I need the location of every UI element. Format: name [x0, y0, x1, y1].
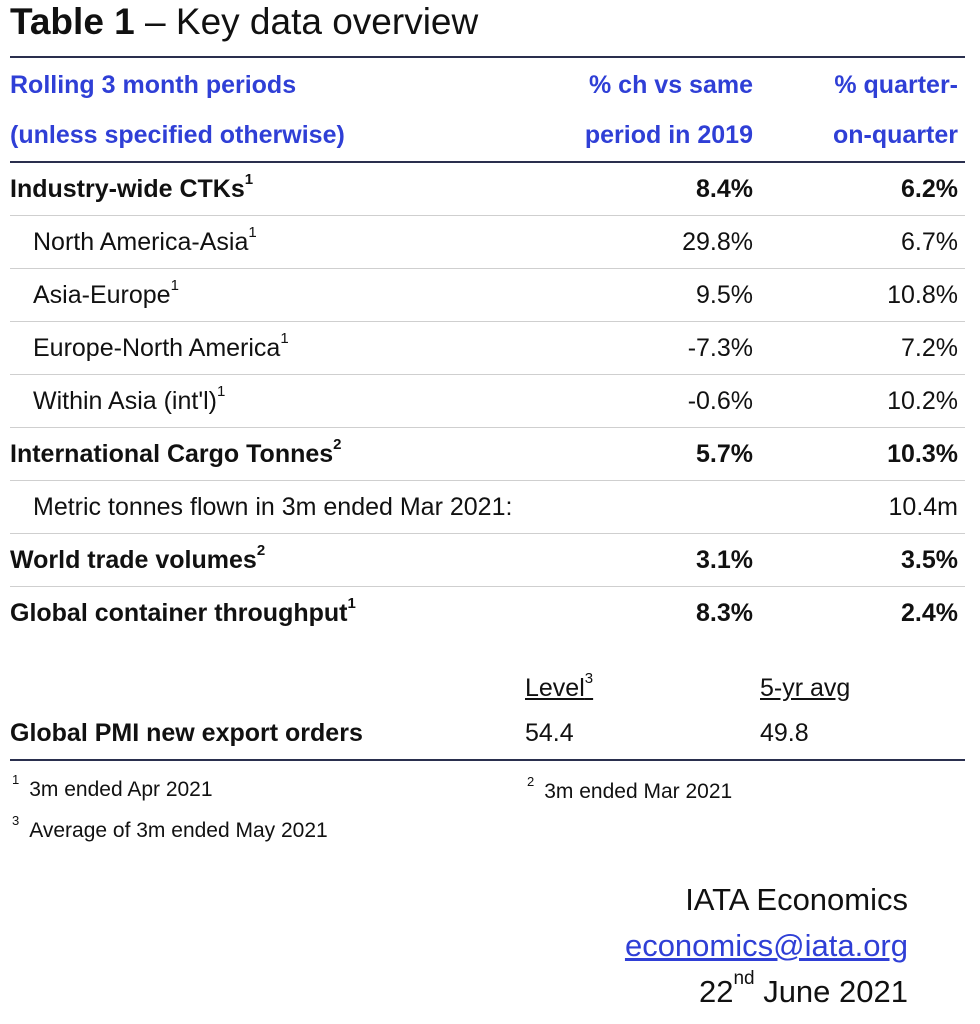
table-row-within-asia: Within Asia (int'l)1 -0.6% 10.2%: [10, 374, 965, 428]
key-data-table: Rolling 3 month periods (unless specified…: [10, 56, 965, 761]
table-row-metric-tonnes: Metric tonnes flown in 3m ended Mar 2021…: [10, 480, 965, 534]
row-value-vs-2019: -0.6%: [525, 374, 760, 428]
footnote-3: 3 Average of 3m ended May 2021: [12, 813, 328, 842]
row-label: Metric tonnes flown in 3m ended Mar 2021…: [10, 480, 760, 534]
row-value-vs-2019: 8.3%: [696, 598, 753, 627]
footnote-ref: 1: [280, 329, 289, 347]
signature-date: 22nd June 2021: [698, 968, 908, 1009]
table-row-north-america-asia: North America-Asia1 29.8% 6.7%: [10, 215, 965, 269]
row-value-vs-2019: 29.8%: [525, 215, 760, 269]
row-value-qoq: 10.2%: [760, 374, 965, 428]
row-label: Global PMI new export orders: [10, 707, 525, 761]
row-label: Industry-wide CTKs: [10, 174, 245, 203]
footnote-ref: 1: [347, 594, 356, 612]
row-value-qoq: 6.7%: [760, 215, 965, 269]
table-row-container-throughput: Global container throughput1 8.3% 2.4%: [10, 587, 965, 640]
table-number: Table 1: [10, 1, 135, 42]
row-value-qoq: 6.2%: [760, 162, 965, 216]
table-row-world-trade-volumes: World trade volumes2 3.1% 3.5%: [10, 533, 965, 587]
row-label: Global container throughput: [10, 598, 348, 627]
signature-org: IATA Economics: [685, 882, 908, 917]
table-title: Table 1 – Key data overview: [10, 0, 478, 46]
table-row-global-pmi: Global PMI new export orders 54.4 49.8: [10, 707, 965, 761]
footnote-1: 1 3m ended Apr 2021: [12, 772, 213, 801]
row-value-qoq: 2.4%: [901, 598, 958, 627]
row-label: Within Asia (int'l): [33, 386, 217, 415]
footnote-ref: 1: [170, 276, 179, 294]
subheader-5yr-avg: 5-yr avg: [760, 674, 851, 702]
row-value-vs-2019: 5.7%: [525, 427, 760, 481]
footnote-ref: 1: [216, 382, 226, 400]
row-value-vs-2019: 8.4%: [525, 162, 760, 216]
footnote-ref: 2: [333, 435, 342, 453]
header-qoq: % quarter-on-quarter: [760, 56, 965, 163]
table-header: Rolling 3 month periods (unless specified…: [10, 56, 965, 163]
row-value-qoq: 10.4m: [760, 480, 965, 534]
footnote-ref: 3: [584, 670, 594, 687]
row-label: International Cargo Tonnes: [10, 439, 334, 468]
row-value-level: 54.4: [525, 707, 760, 761]
row-label: World trade volumes: [10, 545, 257, 574]
footnote-ref: 2: [256, 541, 266, 559]
table-row-europe-north-america: Europe-North America1 -7.3% 7.2%: [10, 321, 965, 375]
footnote-ref: 1: [244, 170, 254, 188]
table-row-asia-europe: Asia-Europe1 9.5% 10.8%: [10, 268, 965, 322]
row-value-qoq: 7.2%: [760, 321, 965, 375]
row-value-qoq: 3.5%: [760, 533, 965, 587]
row-label: Asia-Europe: [33, 280, 171, 309]
header-vs-2019: % ch vs same period in 2019: [525, 56, 760, 163]
table-subheader: Level3 5-yr avg: [10, 639, 965, 707]
table-title-text: – Key data overview: [134, 1, 479, 42]
row-value-vs-2019: 9.5%: [525, 268, 760, 322]
row-value-5yr-avg: 49.8: [760, 707, 965, 761]
subheader-level: Level3: [525, 670, 594, 702]
signature-email-link[interactable]: economics@iata.org: [624, 928, 908, 963]
row-value-vs-2019: 3.1%: [525, 533, 760, 587]
row-value-qoq: 10.8%: [760, 268, 965, 322]
row-value-qoq: 10.3%: [760, 427, 965, 481]
row-label: North America-Asia: [33, 227, 249, 256]
row-label: Europe-North America: [33, 333, 281, 362]
row-value-vs-2019: -7.3%: [525, 321, 760, 375]
table-row-international-cargo-tonnes: International Cargo Tonnes2 5.7% 10.3%: [10, 427, 965, 481]
footnote-2: 2 3m ended Mar 2021: [527, 774, 733, 803]
header-period: Rolling 3 month periods (unless specified…: [10, 56, 525, 163]
table-row-industry-ctks: Industry-wide CTKs1 8.4% 6.2%: [10, 162, 965, 216]
footnote-ref: 1: [248, 223, 257, 241]
